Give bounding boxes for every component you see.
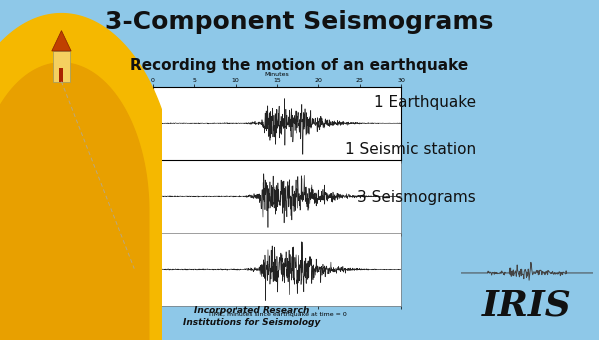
Bar — [53, 51, 69, 82]
Circle shape — [16, 272, 53, 326]
Text: 1 Earthquake: 1 Earthquake — [374, 95, 476, 109]
Text: NSF: NSF — [22, 294, 47, 304]
Text: 1 Seismic station: 1 Seismic station — [345, 142, 476, 157]
Y-axis label: AMPLITUDE: AMPLITUDE — [135, 182, 140, 210]
Text: 3-Component Seismograms: 3-Component Seismograms — [105, 10, 494, 34]
X-axis label: Minutes: Minutes — [265, 72, 289, 77]
Polygon shape — [52, 31, 71, 51]
X-axis label: TIME, minutes since earthquake at time = 0: TIME, minutes since earthquake at time =… — [208, 311, 346, 317]
Text: Incorporated Research
Institutions for Seismology: Incorporated Research Institutions for S… — [183, 306, 320, 327]
Text: 3 Seismograms: 3 Seismograms — [358, 190, 476, 205]
Y-axis label: AMPLITUDE: AMPLITUDE — [135, 255, 140, 284]
Text: Recording the motion of an earthquake: Recording the motion of an earthquake — [131, 58, 468, 73]
Circle shape — [15, 271, 54, 328]
Bar — [59, 68, 63, 82]
Text: IRIS: IRIS — [482, 289, 572, 323]
Polygon shape — [0, 14, 178, 340]
Polygon shape — [0, 63, 149, 340]
Circle shape — [11, 264, 58, 334]
Y-axis label: AMPLITUDE: AMPLITUDE — [135, 109, 140, 137]
